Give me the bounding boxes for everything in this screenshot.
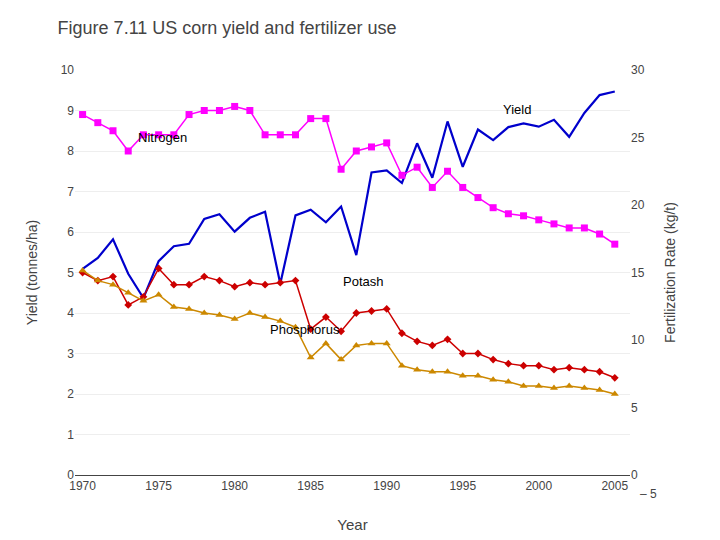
svg-text:Potash: Potash <box>343 274 383 289</box>
svg-text:Yield: Yield <box>503 102 531 117</box>
svg-text:– 5: – 5 <box>640 487 657 501</box>
svg-text:10: 10 <box>61 63 75 77</box>
svg-text:1990: 1990 <box>373 479 400 493</box>
svg-text:0: 0 <box>631 468 638 482</box>
svg-text:10: 10 <box>631 333 645 347</box>
svg-text:1970: 1970 <box>69 479 96 493</box>
svg-text:9: 9 <box>67 104 74 118</box>
svg-text:1985: 1985 <box>297 479 324 493</box>
svg-text:Year: Year <box>337 516 367 533</box>
svg-text:Yield (tonnes/ha): Yield (tonnes/ha) <box>24 220 40 325</box>
svg-text:3: 3 <box>67 347 74 361</box>
svg-text:2000: 2000 <box>525 479 552 493</box>
svg-text:5: 5 <box>67 266 74 280</box>
svg-text:8: 8 <box>67 144 74 158</box>
svg-text:Nitrogen: Nitrogen <box>138 130 187 145</box>
svg-text:5: 5 <box>631 401 638 415</box>
svg-text:1975: 1975 <box>145 479 172 493</box>
svg-text:1980: 1980 <box>221 479 248 493</box>
svg-text:1995: 1995 <box>449 479 476 493</box>
svg-text:2: 2 <box>67 387 74 401</box>
svg-text:Fertilization Rate (kg/t): Fertilization Rate (kg/t) <box>662 202 678 343</box>
svg-text:Phosphorus: Phosphorus <box>270 322 340 337</box>
svg-text:6: 6 <box>67 225 74 239</box>
svg-text:30: 30 <box>631 63 645 77</box>
svg-text:2005: 2005 <box>601 479 628 493</box>
svg-text:15: 15 <box>631 266 645 280</box>
svg-text:7: 7 <box>67 185 74 199</box>
svg-text:1: 1 <box>67 428 74 442</box>
svg-text:Figure 7.11 US corn yield and: Figure 7.11 US corn yield and fertilizer… <box>58 18 397 38</box>
svg-text:0: 0 <box>67 468 74 482</box>
svg-text:25: 25 <box>631 131 645 145</box>
svg-text:20: 20 <box>631 198 645 212</box>
svg-text:4: 4 <box>67 306 74 320</box>
